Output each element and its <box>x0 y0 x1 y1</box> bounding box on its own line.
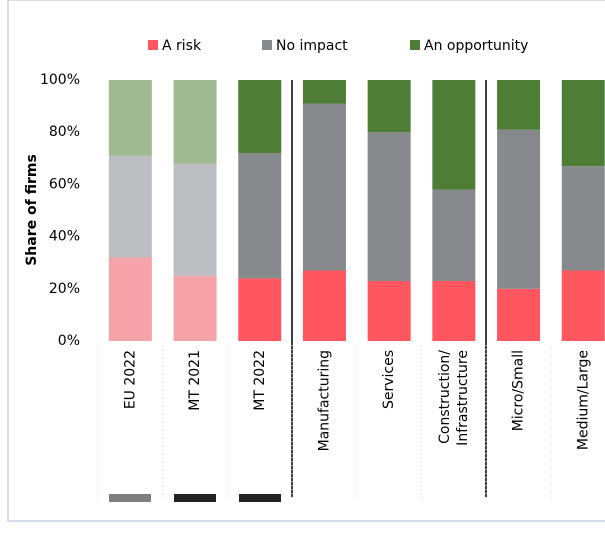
bar-segment <box>367 132 411 281</box>
bar-segment <box>497 129 541 289</box>
x-tick-label: EU 2022 <box>122 350 138 409</box>
bar-segment <box>173 163 217 276</box>
y-tick-label: 0% <box>58 333 80 349</box>
bar-segment <box>238 153 282 279</box>
bar-segment <box>432 80 476 190</box>
legend-label: A risk <box>162 38 202 54</box>
y-axis-title: Share of firms <box>24 154 40 266</box>
bar-segment <box>108 80 152 156</box>
y-tick-label: 60% <box>49 176 80 192</box>
bar-segment <box>302 80 346 104</box>
frame <box>7 0 605 522</box>
bar-segment <box>561 270 605 341</box>
legend-label: An opportunity <box>424 38 528 54</box>
marker <box>239 494 281 502</box>
legend-swatch <box>262 40 272 50</box>
bar-segment <box>173 80 217 164</box>
bar-segment <box>108 155 152 258</box>
x-tick-label: MT 2021 <box>187 350 203 411</box>
y-tick-label: 20% <box>49 281 80 297</box>
x-tick-label: Services <box>381 350 397 409</box>
x-tick-label: Infrastructure <box>455 350 471 446</box>
bar-segment <box>367 280 411 341</box>
bar-segment <box>108 257 152 341</box>
marker <box>174 494 216 502</box>
bar-segment <box>367 80 411 133</box>
x-tick-label: Micro/Small <box>511 350 527 431</box>
y-tick-label: 80% <box>49 124 80 140</box>
x-tick-label: Manufacturing <box>316 350 332 451</box>
bar-segment <box>302 270 346 341</box>
bar-segment <box>432 189 476 281</box>
x-tick-label: Medium/Large <box>575 350 591 450</box>
bar-segment <box>302 103 346 271</box>
legend-label: No impact <box>276 38 348 54</box>
y-tick-label: 40% <box>49 229 80 245</box>
bar-segment <box>497 80 541 130</box>
bar-segment <box>497 288 541 341</box>
bar-segment <box>432 280 476 341</box>
legend-swatch <box>148 40 158 50</box>
x-tick-label: Construction/ <box>437 350 453 444</box>
y-tick-label: 100% <box>40 72 80 88</box>
bar-segment <box>173 275 217 341</box>
marker <box>109 494 151 502</box>
bar-segment <box>561 166 605 271</box>
bar-segment <box>238 80 282 154</box>
x-tick-label: MT 2022 <box>252 350 268 411</box>
bar-segment <box>561 80 605 167</box>
bar-segment <box>238 278 282 341</box>
legend-swatch <box>410 40 420 50</box>
